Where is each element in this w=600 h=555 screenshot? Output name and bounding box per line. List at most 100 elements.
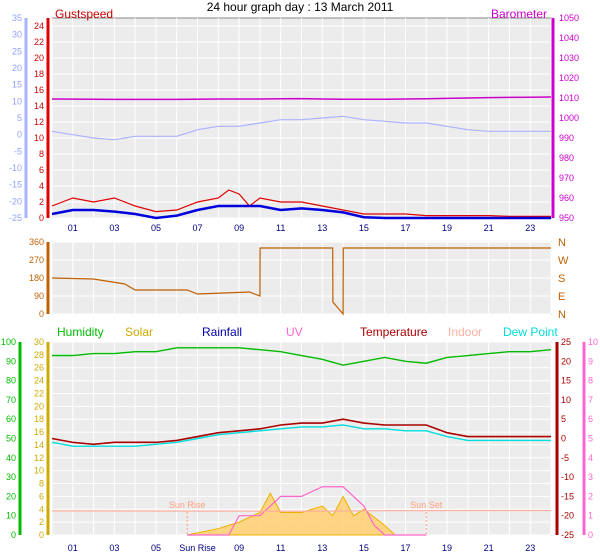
temperature-tick-label: -20 <box>561 511 574 521</box>
average-wind-line <box>51 204 551 220</box>
rainfall-label: Rainfall <box>202 325 242 339</box>
humidity-tick-label: 10 <box>6 511 16 521</box>
hour-tick-label: 15 <box>359 543 369 553</box>
gust-tick-label: 2 <box>39 197 44 207</box>
temperature-tick-label: 0 <box>561 434 566 444</box>
hour-tick-label: 13 <box>317 543 327 553</box>
barometer-tick-label: 1040 <box>559 33 579 43</box>
humidity-tick-label: 80 <box>6 376 16 386</box>
compass-label: N <box>558 237 566 249</box>
compass-label: E <box>558 291 565 303</box>
uv-tick-label: 2 <box>588 491 593 501</box>
solar-tick-label: 2 <box>39 517 44 527</box>
hour-tick-label: 17 <box>400 543 410 553</box>
solar-tick-label: 26 <box>34 363 44 373</box>
weather-panel: Humidity Solar Rainfall UV Temperature I… <box>1 325 598 553</box>
uv-tick-label: 6 <box>588 414 593 424</box>
gust-tick-label: 14 <box>34 101 44 111</box>
hour-tick-label: 23 <box>525 543 535 553</box>
hour-tick-label: 09 <box>234 543 244 553</box>
temperature-tick-label: -20 <box>9 196 22 206</box>
hour-tick-label: 01 <box>68 543 78 553</box>
barometer-tick-label: 980 <box>559 153 574 163</box>
hour-tick-label: 05 <box>151 223 161 233</box>
temperature-line <box>51 115 551 141</box>
compass-label: N <box>558 309 566 321</box>
uv-tick-label: 10 <box>588 337 598 347</box>
gust-tick-label: 6 <box>39 165 44 175</box>
humidity-tick-label: 30 <box>6 472 16 482</box>
solar-tick-label: 16 <box>34 427 44 437</box>
temperature-tick-label: 25 <box>561 337 571 347</box>
dew-point-label: Dew Point <box>503 325 558 339</box>
solar-tick-label: 18 <box>34 414 44 424</box>
dew-point-line <box>51 424 551 447</box>
barometer-tick-label: 970 <box>559 173 574 183</box>
barometer-line <box>51 96 552 101</box>
graph-title: 24 hour graph day : 13 March 2011 <box>207 0 394 14</box>
hour-tick-label: 15 <box>359 223 369 233</box>
wind-direction-line <box>51 247 551 316</box>
barometer-tick-label: 1010 <box>559 93 579 103</box>
hour-tick-label: 17 <box>400 223 410 233</box>
hour-tick-label: Sun Rise <box>179 543 216 553</box>
temperature-tick-label: 5 <box>17 113 22 123</box>
humidity-tick-label: 70 <box>6 395 16 405</box>
hour-tick-label: 03 <box>109 223 119 233</box>
gust-tick-label: 24 <box>34 21 44 31</box>
gustspeed-label: Gustspeed <box>55 7 113 21</box>
sun-rise-label: Sun Rise <box>169 500 206 510</box>
uv-tick-label: 8 <box>588 376 593 386</box>
hour-tick-label: 09 <box>234 223 244 233</box>
barometer-label: Barometer <box>491 7 547 21</box>
gust-tick-label: 18 <box>34 69 44 79</box>
hour-tick-label: 01 <box>68 223 78 233</box>
temperature-tick-label: 15 <box>561 376 571 386</box>
indoor-label: Indoor <box>448 325 482 339</box>
temperature-tick-label: -10 <box>561 472 574 482</box>
humidity-label: Humidity <box>57 325 104 339</box>
humidity-tick-label: 40 <box>6 453 16 463</box>
uv-tick-label: 9 <box>588 356 593 366</box>
direction-tick-label: 360 <box>29 237 44 247</box>
temperature-line <box>51 418 551 446</box>
compass-label: W <box>558 255 569 267</box>
solar-label: Solar <box>125 325 153 339</box>
solar-tick-label: 10 <box>34 466 44 476</box>
barometer-tick-label: 1020 <box>559 73 579 83</box>
uv-tick-label: 5 <box>588 434 593 444</box>
temperature-tick-label: -5 <box>561 453 569 463</box>
temperature-tick-label: 10 <box>12 96 22 106</box>
temperature-tick-label: 15 <box>12 80 22 90</box>
hour-tick-label: 03 <box>109 543 119 553</box>
solar-tick-label: 8 <box>39 479 44 489</box>
gust-tick-label: 10 <box>34 133 44 143</box>
gust-tick-label: 16 <box>34 85 44 95</box>
hour-tick-label: 19 <box>442 543 452 553</box>
gust-tick-label: 0 <box>39 213 44 223</box>
temperature-tick-label: -10 <box>9 163 22 173</box>
direction-tick-label: 0 <box>39 309 44 319</box>
gust-tick-label: 20 <box>34 53 44 63</box>
barometer-tick-label: 1030 <box>559 53 579 63</box>
gust-tick-label: 8 <box>39 149 44 159</box>
hour-tick-label: 07 <box>193 223 203 233</box>
solar-tick-label: 4 <box>39 504 44 514</box>
solar-tick-label: 20 <box>34 401 44 411</box>
solar-tick-label: 12 <box>34 453 44 463</box>
solar-tick-label: 24 <box>34 376 44 386</box>
solar-tick-label: 22 <box>34 388 44 398</box>
humidity-tick-label: 100 <box>1 337 16 347</box>
uv-tick-label: 3 <box>588 472 593 482</box>
temperature-tick-label: 25 <box>12 46 22 56</box>
barometer-tick-label: 960 <box>559 193 574 203</box>
hour-tick-label: 21 <box>484 543 494 553</box>
solar-tick-label: 30 <box>34 337 44 347</box>
temperature-tick-label: 35 <box>12 13 22 23</box>
barometer-tick-label: 1000 <box>559 113 579 123</box>
uv-tick-label: 0 <box>588 530 593 540</box>
humidity-tick-label: 50 <box>6 434 16 444</box>
humidity-line <box>52 347 552 366</box>
